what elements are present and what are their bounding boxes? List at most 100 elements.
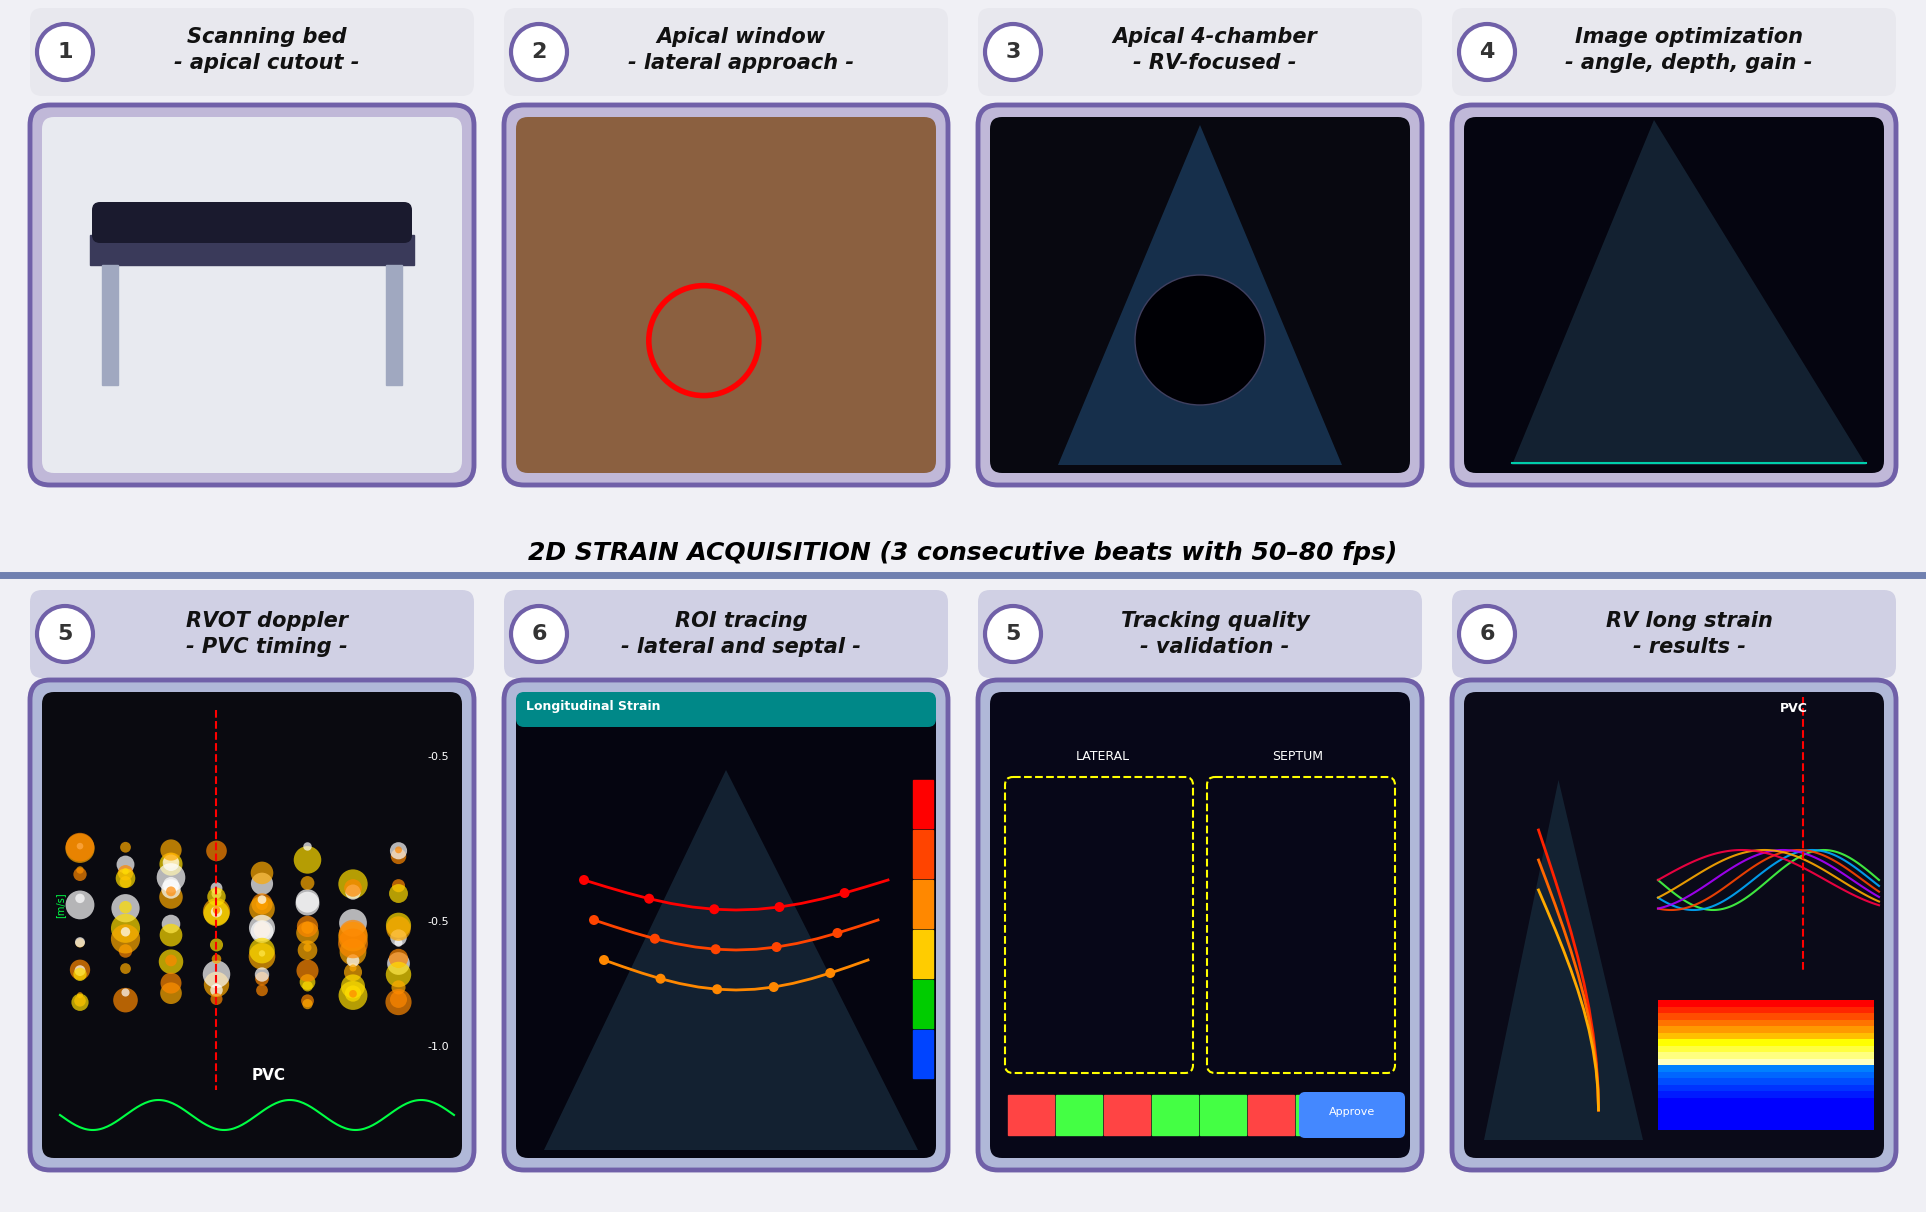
- Circle shape: [160, 840, 181, 861]
- Circle shape: [824, 968, 836, 978]
- Circle shape: [339, 920, 368, 948]
- Bar: [1658, 1058, 1874, 1065]
- Circle shape: [299, 941, 318, 960]
- Circle shape: [248, 896, 275, 921]
- Circle shape: [395, 939, 403, 947]
- Circle shape: [158, 949, 183, 974]
- Circle shape: [643, 893, 655, 904]
- FancyBboxPatch shape: [1464, 692, 1884, 1157]
- Text: Scanning bed
- apical cutout -: Scanning bed - apical cutout -: [175, 27, 360, 73]
- Circle shape: [112, 894, 139, 922]
- Text: 2D STRAIN ACQUISITION (3 consecutive beats with 50–80 fps): 2D STRAIN ACQUISITION (3 consecutive bea…: [528, 541, 1398, 565]
- Circle shape: [349, 990, 356, 997]
- Circle shape: [164, 877, 179, 893]
- Bar: [1296, 1094, 1342, 1134]
- Circle shape: [75, 995, 87, 1007]
- Circle shape: [77, 993, 83, 999]
- FancyBboxPatch shape: [1452, 8, 1895, 96]
- Circle shape: [256, 898, 268, 910]
- Circle shape: [387, 916, 410, 941]
- Circle shape: [162, 854, 179, 871]
- Circle shape: [162, 879, 181, 898]
- Circle shape: [112, 925, 141, 954]
- Circle shape: [119, 944, 133, 957]
- Polygon shape: [1512, 120, 1866, 465]
- FancyBboxPatch shape: [1452, 680, 1895, 1170]
- Polygon shape: [1057, 125, 1342, 465]
- Circle shape: [389, 842, 406, 859]
- Circle shape: [258, 950, 266, 956]
- Circle shape: [248, 943, 275, 970]
- Circle shape: [121, 927, 131, 937]
- Circle shape: [984, 606, 1040, 662]
- FancyBboxPatch shape: [505, 8, 948, 96]
- Bar: [913, 981, 932, 1028]
- Circle shape: [385, 989, 412, 1016]
- Circle shape: [385, 962, 412, 988]
- FancyBboxPatch shape: [990, 692, 1410, 1157]
- Circle shape: [75, 965, 85, 976]
- Circle shape: [162, 915, 181, 933]
- Bar: [1658, 1000, 1874, 1006]
- Circle shape: [1460, 606, 1516, 662]
- FancyBboxPatch shape: [516, 118, 936, 473]
- FancyBboxPatch shape: [990, 118, 1410, 473]
- Bar: [1658, 1027, 1874, 1033]
- Circle shape: [258, 896, 266, 904]
- FancyBboxPatch shape: [1298, 1092, 1404, 1138]
- Text: SEPTUM: SEPTUM: [1273, 750, 1323, 764]
- Bar: [1248, 1094, 1294, 1134]
- Circle shape: [214, 908, 220, 914]
- Circle shape: [349, 965, 356, 972]
- Bar: [1104, 1094, 1150, 1134]
- Circle shape: [202, 898, 229, 925]
- Text: PVC: PVC: [252, 1068, 285, 1084]
- Circle shape: [117, 856, 135, 874]
- Circle shape: [295, 892, 320, 915]
- Circle shape: [339, 909, 366, 937]
- Circle shape: [840, 888, 849, 898]
- Circle shape: [774, 902, 784, 911]
- Circle shape: [112, 914, 141, 943]
- Circle shape: [984, 24, 1040, 80]
- Circle shape: [341, 974, 364, 999]
- Circle shape: [37, 24, 92, 80]
- FancyBboxPatch shape: [1464, 118, 1884, 473]
- Circle shape: [300, 876, 314, 890]
- FancyBboxPatch shape: [31, 590, 474, 678]
- Circle shape: [204, 972, 229, 997]
- Text: Longitudinal Strain: Longitudinal Strain: [526, 701, 661, 713]
- Circle shape: [391, 848, 406, 864]
- Bar: [1344, 1094, 1391, 1134]
- FancyBboxPatch shape: [978, 8, 1421, 96]
- Text: 3: 3: [1005, 42, 1021, 62]
- Bar: [1055, 1094, 1102, 1134]
- Circle shape: [389, 949, 408, 968]
- FancyBboxPatch shape: [978, 680, 1421, 1170]
- Text: 4: 4: [1479, 42, 1495, 62]
- Circle shape: [77, 867, 83, 874]
- Text: 1: 1: [58, 42, 73, 62]
- FancyBboxPatch shape: [92, 202, 412, 242]
- Text: -0.5: -0.5: [428, 751, 449, 762]
- Text: ROI tracing
- lateral and septal -: ROI tracing - lateral and septal -: [620, 611, 861, 657]
- Text: -1.0: -1.0: [428, 1042, 449, 1052]
- Bar: [385, 265, 403, 385]
- Text: Approve: Approve: [1329, 1107, 1375, 1117]
- Text: Tracking quality
- validation -: Tracking quality - validation -: [1121, 611, 1310, 657]
- Circle shape: [210, 938, 223, 951]
- Circle shape: [339, 981, 368, 1010]
- Text: 5: 5: [58, 624, 73, 644]
- Bar: [913, 1030, 932, 1077]
- Bar: [1658, 1091, 1874, 1098]
- Circle shape: [300, 994, 314, 1007]
- Circle shape: [65, 833, 94, 862]
- Circle shape: [389, 991, 406, 1008]
- Circle shape: [117, 865, 133, 880]
- Circle shape: [210, 984, 223, 996]
- Circle shape: [37, 606, 92, 662]
- Circle shape: [297, 916, 318, 937]
- FancyBboxPatch shape: [31, 8, 474, 96]
- Bar: [1658, 1110, 1874, 1117]
- Text: 2: 2: [532, 42, 547, 62]
